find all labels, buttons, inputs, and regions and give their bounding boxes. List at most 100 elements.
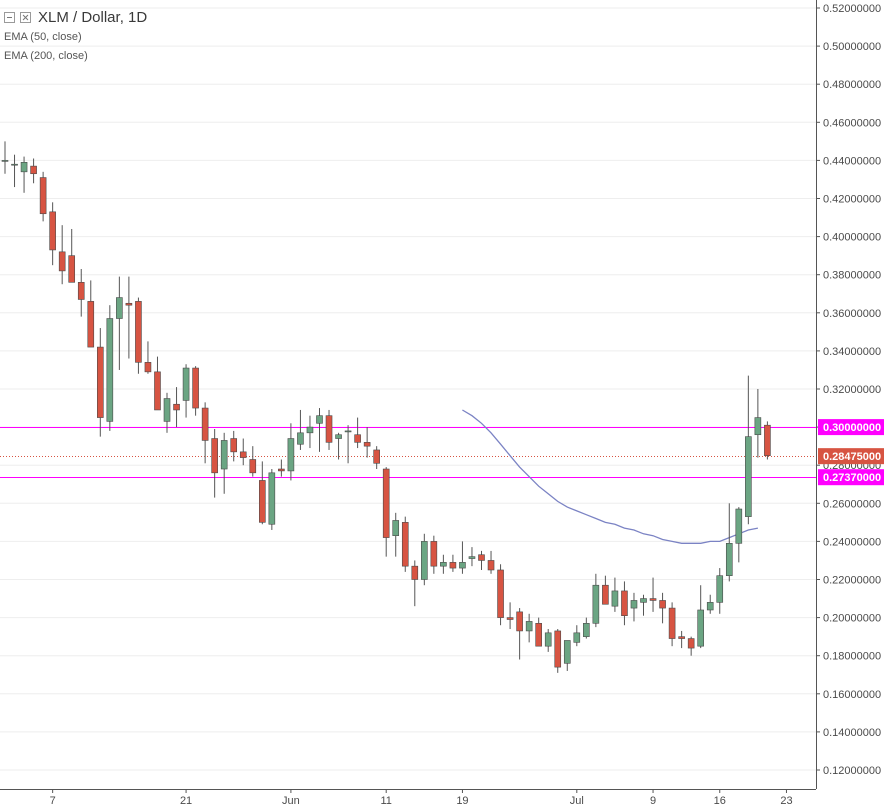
price-level-tag[interactable] [818, 448, 884, 465]
candle[interactable] [430, 535, 438, 574]
ema-line[interactable] [462, 409, 759, 544]
candle[interactable] [487, 550, 495, 574]
candle[interactable] [287, 423, 295, 481]
plot-area[interactable] [0, 0, 816, 789]
candle[interactable] [678, 630, 685, 649]
price-tick-label: 0.12000000 [823, 765, 881, 777]
candle[interactable] [382, 467, 390, 557]
candle[interactable] [764, 421, 771, 460]
candle[interactable] [554, 629, 562, 673]
candle[interactable] [220, 432, 228, 494]
indicator-ema-50[interactable]: EMA (50, close) [4, 31, 82, 43]
candle[interactable] [106, 305, 114, 431]
candle[interactable] [68, 228, 76, 283]
candle[interactable] [154, 356, 161, 411]
candle[interactable] [735, 507, 743, 563]
candle[interactable] [697, 585, 704, 649]
candle[interactable] [97, 328, 104, 437]
candle[interactable] [268, 469, 276, 530]
candle[interactable] [11, 154, 18, 188]
candle[interactable] [544, 629, 552, 652]
candle[interactable] [745, 375, 752, 525]
candle[interactable] [344, 425, 352, 464]
candle[interactable] [135, 297, 142, 374]
candle[interactable] [192, 366, 199, 416]
candle[interactable] [39, 171, 47, 222]
candle[interactable] [459, 541, 466, 574]
price-level-tag[interactable] [818, 419, 884, 436]
candle[interactable] [516, 608, 523, 660]
candle[interactable] [706, 594, 714, 614]
candle[interactable] [583, 617, 590, 639]
candle[interactable] [354, 417, 361, 449]
candle[interactable] [449, 554, 457, 572]
price-axis[interactable]: 0.52000000 0.50000000 0.48000000 0.46000000… [816, 3, 881, 777]
candle[interactable] [144, 341, 152, 374]
candle[interactable] [421, 533, 428, 586]
candle[interactable] [535, 617, 542, 647]
candle[interactable] [716, 568, 724, 614]
candle[interactable] [325, 409, 333, 450]
candle[interactable] [401, 516, 409, 572]
candle[interactable] [30, 158, 37, 184]
candle[interactable] [1, 141, 9, 174]
candle[interactable] [506, 602, 514, 630]
candle[interactable] [77, 268, 85, 317]
candle[interactable] [592, 573, 600, 628]
candle[interactable] [306, 415, 314, 449]
indicator-ema-200[interactable]: EMA (200, close) [4, 50, 88, 62]
candle[interactable] [173, 387, 180, 428]
candle-body [716, 575, 724, 603]
candle[interactable] [316, 408, 323, 452]
candle[interactable] [211, 429, 218, 498]
candle[interactable] [259, 461, 266, 525]
candle[interactable] [373, 446, 380, 470]
collapse-icon[interactable] [4, 11, 15, 23]
candle-body [220, 440, 228, 470]
candle[interactable] [563, 640, 571, 671]
price-level-tag[interactable] [818, 469, 884, 486]
candle[interactable] [659, 592, 666, 624]
candle[interactable] [525, 613, 533, 643]
candle[interactable] [640, 594, 647, 616]
candle[interactable] [468, 547, 476, 567]
candle[interactable] [87, 280, 95, 348]
candle[interactable] [602, 575, 609, 605]
candle[interactable] [125, 276, 133, 359]
candle[interactable] [478, 550, 485, 570]
candle[interactable] [440, 554, 447, 574]
candle[interactable] [297, 409, 304, 450]
time-axis[interactable]: 7 21 Jun 11 19 Jul 9 16 23 [50, 789, 793, 807]
candle[interactable] [725, 503, 733, 582]
candle[interactable] [163, 392, 171, 433]
candle[interactable] [573, 625, 581, 647]
candle-body [687, 638, 695, 649]
candle[interactable] [754, 389, 762, 458]
candle[interactable] [668, 602, 676, 647]
candle[interactable] [392, 512, 400, 557]
candle[interactable] [649, 577, 657, 612]
candle[interactable] [239, 438, 247, 466]
candle[interactable] [335, 432, 342, 460]
candle[interactable] [497, 564, 504, 626]
candle-body [421, 541, 428, 580]
candle[interactable] [363, 427, 371, 458]
close-icon[interactable] [20, 11, 31, 23]
candle[interactable] [630, 592, 638, 622]
candle[interactable] [116, 276, 123, 370]
candle[interactable] [230, 430, 238, 462]
candle[interactable] [687, 636, 695, 656]
candle[interactable] [621, 581, 628, 626]
candle[interactable] [58, 225, 66, 285]
candle[interactable] [20, 156, 28, 193]
candle[interactable] [411, 560, 419, 607]
candle[interactable] [278, 459, 285, 477]
candle[interactable] [249, 446, 257, 477]
candle[interactable] [182, 364, 190, 418]
candle[interactable] [201, 402, 209, 464]
candle-body [487, 560, 495, 571]
candle[interactable] [49, 202, 56, 266]
candle[interactable] [611, 577, 619, 612]
